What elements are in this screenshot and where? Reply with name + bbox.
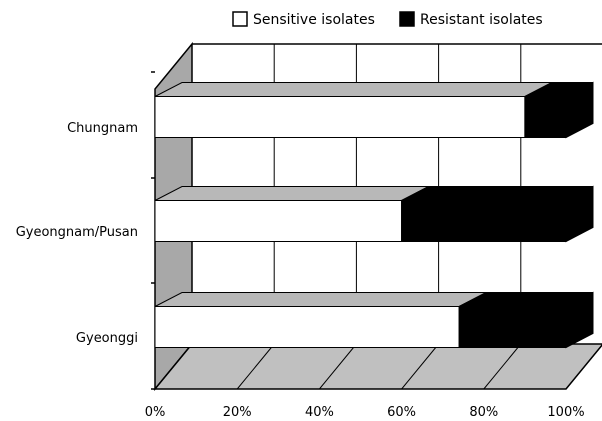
bar-front [524, 96, 567, 138]
legend: Sensitive isolates Resistant isolates [232, 11, 543, 28]
x-tick-label: 20% [223, 405, 252, 420]
x-tick-label: 0% [145, 405, 166, 420]
bar-front [154, 96, 526, 138]
x-tick-label: 100% [547, 405, 584, 420]
gridline-floor-1 [236, 343, 275, 390]
bar-resistant-isolates-0 [524, 81, 594, 139]
bar-end [565, 185, 594, 243]
legend-label: Sensitive isolates [253, 12, 375, 28]
bar-sensitive-isolates-2 [154, 292, 487, 348]
legend-item: Sensitive isolates [232, 11, 375, 28]
x-tick-label: 80% [469, 405, 498, 420]
legend-swatch [399, 11, 415, 27]
category-label: Gyeonggi [76, 331, 138, 346]
legend-label: Resistant isolates [420, 12, 543, 28]
gridline-floor-2 [319, 343, 357, 390]
gridline-floor-3 [401, 343, 439, 390]
gridline-floor-4 [483, 343, 522, 390]
x-tick-label: 60% [387, 405, 416, 420]
bar-top [154, 292, 487, 307]
bars [154, 81, 594, 349]
category-label: Gyeongnam/Pusan [16, 225, 138, 240]
bar-top [154, 82, 553, 97]
floor [153, 343, 602, 390]
bar-sensitive-isolates-1 [154, 186, 429, 242]
x-tick-labels: 0% 20% 40% 60% 80% 100% [145, 405, 585, 420]
category-label: Chungnam [67, 121, 138, 136]
bar-front [458, 306, 567, 348]
axes [151, 71, 155, 390]
bar-end [565, 291, 594, 349]
gridline-floor-0 [154, 343, 193, 390]
bar-top [401, 186, 594, 201]
legend-swatch [232, 11, 248, 27]
gridline-floor-5 [565, 344, 602, 390]
legend-item: Resistant isolates [399, 11, 543, 28]
bar-front [154, 306, 460, 348]
bar-end [565, 81, 594, 139]
bar-resistant-isolates-1 [401, 185, 594, 243]
x-tick-label: 40% [305, 405, 334, 420]
category-labels: Chungnam Gyeongnam/Pusan Gyeonggi [16, 121, 138, 346]
bar-front [401, 200, 567, 242]
bar-top [154, 186, 429, 201]
bar-resistant-isolates-2 [458, 291, 594, 349]
bar-front [154, 200, 403, 242]
bar-sensitive-isolates-0 [154, 82, 553, 138]
